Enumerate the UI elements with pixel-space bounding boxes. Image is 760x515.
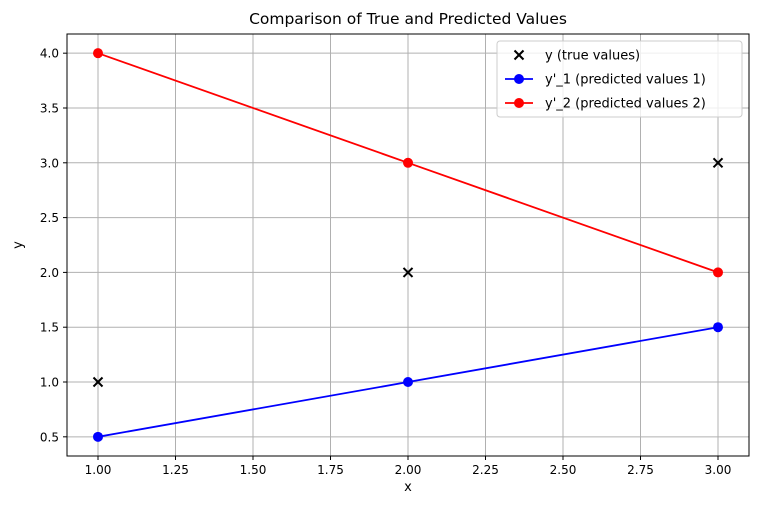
data-point (713, 322, 723, 333)
y-axis-label: y (11, 241, 26, 249)
x-tick-label: 1.50 (240, 463, 267, 477)
legend-label: y (true values) (545, 49, 640, 64)
x-axis-label: x (404, 480, 412, 495)
x-axis-ticks: 1.00 1.25 1.50 1.75 2.00 2.25 2.50 2.75 3.00 (85, 456, 732, 477)
x-tick-label: 2.75 (627, 463, 654, 477)
legend-label: y'_2 (predicted values 2) (545, 97, 706, 112)
y-tick-label: 1.5 (40, 321, 59, 335)
y-axis-ticks: 0.5 1.0 1.5 2.0 2.5 3.0 3.5 4.0 (40, 47, 67, 444)
legend-marker (514, 98, 524, 108)
legend-label: y'_1 (predicted values 1) (545, 73, 706, 88)
chart-title: Comparison of True and Predicted Values (249, 10, 567, 28)
y-tick-label: 2.5 (40, 211, 59, 225)
series-1 (92, 157, 724, 388)
data-point (93, 431, 103, 442)
y-tick-label: 3.0 (40, 156, 59, 170)
y-tick-label: 3.5 (40, 101, 59, 115)
y-tick-label: 0.5 (40, 430, 59, 444)
legend-box (496, 40, 743, 118)
x-tick-label: 2.25 (472, 463, 499, 477)
data-point (403, 157, 413, 168)
legend-marker (514, 74, 524, 84)
x-tick-label: 2.50 (550, 463, 577, 477)
plot-series (92, 48, 724, 442)
x-tick-label: 2.00 (395, 463, 422, 477)
y-tick-label: 1.0 (40, 376, 59, 390)
y-tick-label: 4.0 (40, 47, 59, 61)
legend-marker (513, 49, 525, 61)
data-point (92, 376, 104, 388)
y-tick-label: 2.0 (40, 266, 59, 280)
data-point (713, 267, 723, 278)
legend-item: y'_1 (predicted values 1) (505, 73, 706, 88)
series-2 (93, 322, 723, 442)
x-tick-label: 1.00 (85, 463, 112, 477)
data-point (402, 267, 414, 278)
x-marker-stroke (92, 376, 104, 388)
x-marker-stroke (513, 49, 525, 61)
legend: y (true values) y'_1 (predicted values 1)… (496, 40, 743, 118)
x-tick-label: 3.00 (705, 463, 732, 477)
x-tick-label: 1.75 (317, 463, 344, 477)
x-tick-label: 1.25 (162, 463, 189, 477)
data-point (93, 48, 103, 59)
data-point (712, 157, 724, 168)
legend-item: y (true values) (513, 49, 640, 64)
series-3 (93, 48, 723, 278)
x-marker-stroke (712, 157, 724, 168)
x-marker-stroke (402, 267, 414, 278)
legend-item: y'_2 (predicted values 2) (505, 97, 706, 112)
data-point (403, 377, 413, 388)
